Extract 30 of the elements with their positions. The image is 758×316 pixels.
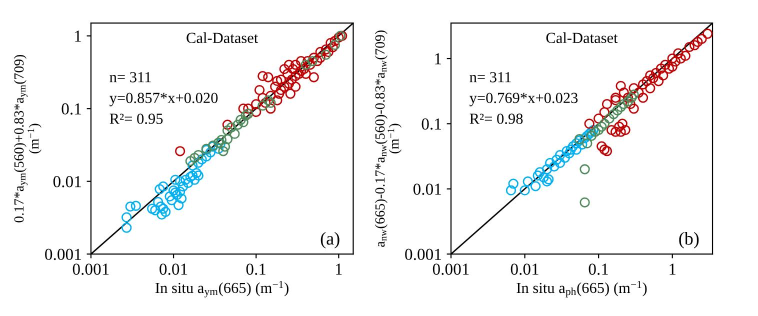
x-tick-label: 0.01 [160,264,188,275]
y-tick-label: 0.1 [62,103,81,115]
annotation: R²= 0.95 [110,114,163,124]
annotation: y=0.769*x+0.023 [470,92,578,106]
annotation: Cal-Dataset [186,32,258,44]
annotation: (b) [679,232,699,248]
annotation: Cal-Dataset [546,32,618,44]
x-tick-label: 0.1 [588,264,608,275]
y-tick-label: 0.001 [45,248,81,260]
annotation: n= 311 [110,72,151,82]
x-tick-label: 1 [670,264,676,275]
x-tick-label: 0.001 [72,264,109,275]
y-tick-label: 0.1 [422,118,441,130]
y-tick-label: 0.01 [413,184,441,195]
y-tick-label: 1 [75,30,81,42]
annotation: (a) [320,232,340,248]
x-tick-label: 1 [336,264,342,275]
x-tick-label: 0.1 [246,264,266,275]
x-tick-label: 0.01 [510,264,538,275]
annotation: n= 311 [470,72,511,82]
text: 0.17*a$_{ym}$(560)+0.83*a$_{ym}$(709) (m$^{−1}$) [14,54,42,222]
y-tick-label: 0.001 [405,248,441,260]
x-axis-title: In situ a$_{ym}$(665) (m$^{−1}$) [156,280,288,298]
y-tick-label: 0.01 [53,176,81,188]
x-tick-label: 0.001 [432,264,469,275]
annotation: R²= 0.98 [470,114,523,124]
annotation: y=0.857*x+0.020 [110,92,218,106]
text: a$_{nw}$(665)-0.17*a$_{nw}$(560)-0.83*a$_{nw}$(709) (m$^{−1}$) [374,30,402,247]
x-axis-title: In situ a$_{ph}$(665) (m$^{−1}$) [516,280,647,298]
y-tick-label: 1 [435,53,441,64]
